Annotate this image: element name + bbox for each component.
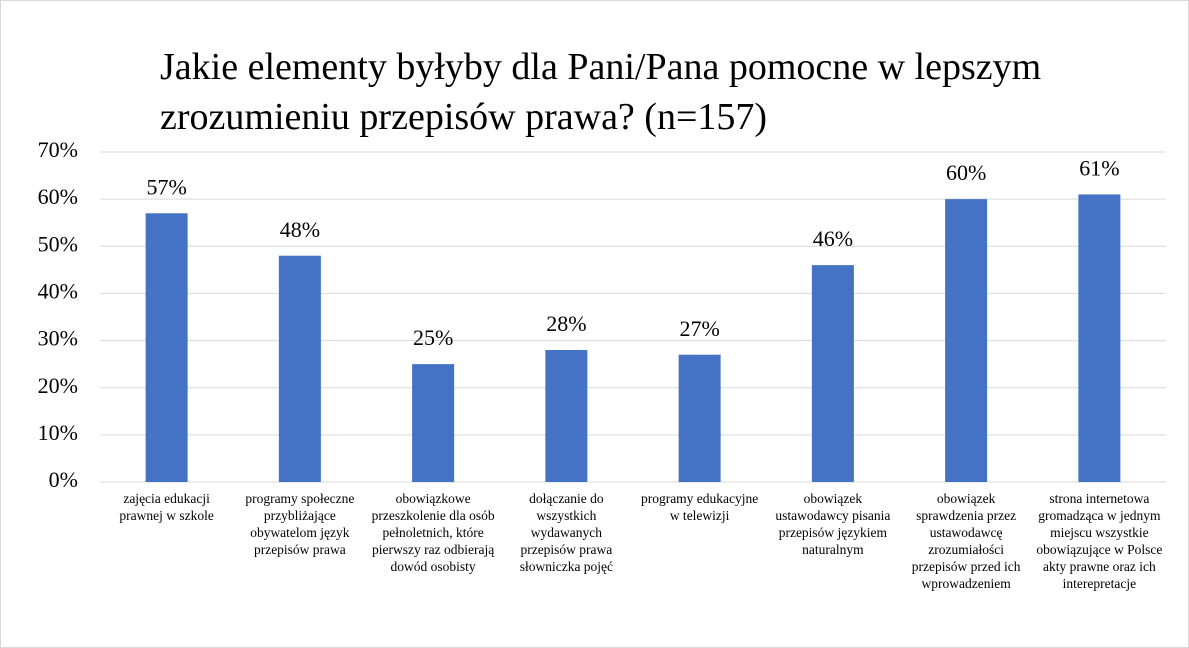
data-label: 46% <box>813 226 853 251</box>
y-tick-label: 60% <box>38 184 78 209</box>
y-tick-label: 10% <box>38 420 78 445</box>
bar <box>811 265 854 482</box>
data-label: 57% <box>146 174 186 199</box>
y-tick-label: 70% <box>38 137 78 162</box>
chart-title: Jakie elementy byłyby dla Pani/Pana pomo… <box>160 46 1042 138</box>
bar <box>678 354 721 482</box>
x-tick-label: obowiązkowe przeszkolenie dla osób pełno… <box>371 491 495 574</box>
data-label: 25% <box>413 325 453 350</box>
y-tick-label: 0% <box>49 467 78 492</box>
bar <box>945 199 988 482</box>
y-tick-label: 50% <box>38 231 78 256</box>
y-tick-label: 30% <box>38 326 78 351</box>
x-tick-label: programy społeczne przybliżające obywate… <box>245 491 355 557</box>
data-label: 61% <box>1079 155 1119 180</box>
x-tick-label: programy edukacyjne w telewizji <box>640 491 759 523</box>
bar <box>1078 194 1121 482</box>
bar <box>545 350 588 482</box>
y-tick-label: 20% <box>38 373 78 398</box>
x-tick-label: zajęcia edukacji prawnej w szkole <box>119 491 214 523</box>
y-tick-label: 40% <box>38 278 78 303</box>
bar <box>145 213 188 483</box>
bar <box>278 255 321 482</box>
data-label: 60% <box>946 160 986 185</box>
data-label: 27% <box>679 316 719 341</box>
data-label: 48% <box>280 217 320 242</box>
bar <box>412 364 455 482</box>
data-label: 28% <box>546 311 586 336</box>
x-tick-label: strona internetowa gromadząca w jednym m… <box>1036 491 1163 591</box>
x-tick-label: dołączanie do wszystkich wydawanych prze… <box>519 491 614 574</box>
x-tick-label: obowiązek sprawdzenia przez ustawodawcę … <box>911 491 1021 591</box>
x-tick-label: obowiązek ustawodawcy pisania przepisów … <box>775 491 891 557</box>
